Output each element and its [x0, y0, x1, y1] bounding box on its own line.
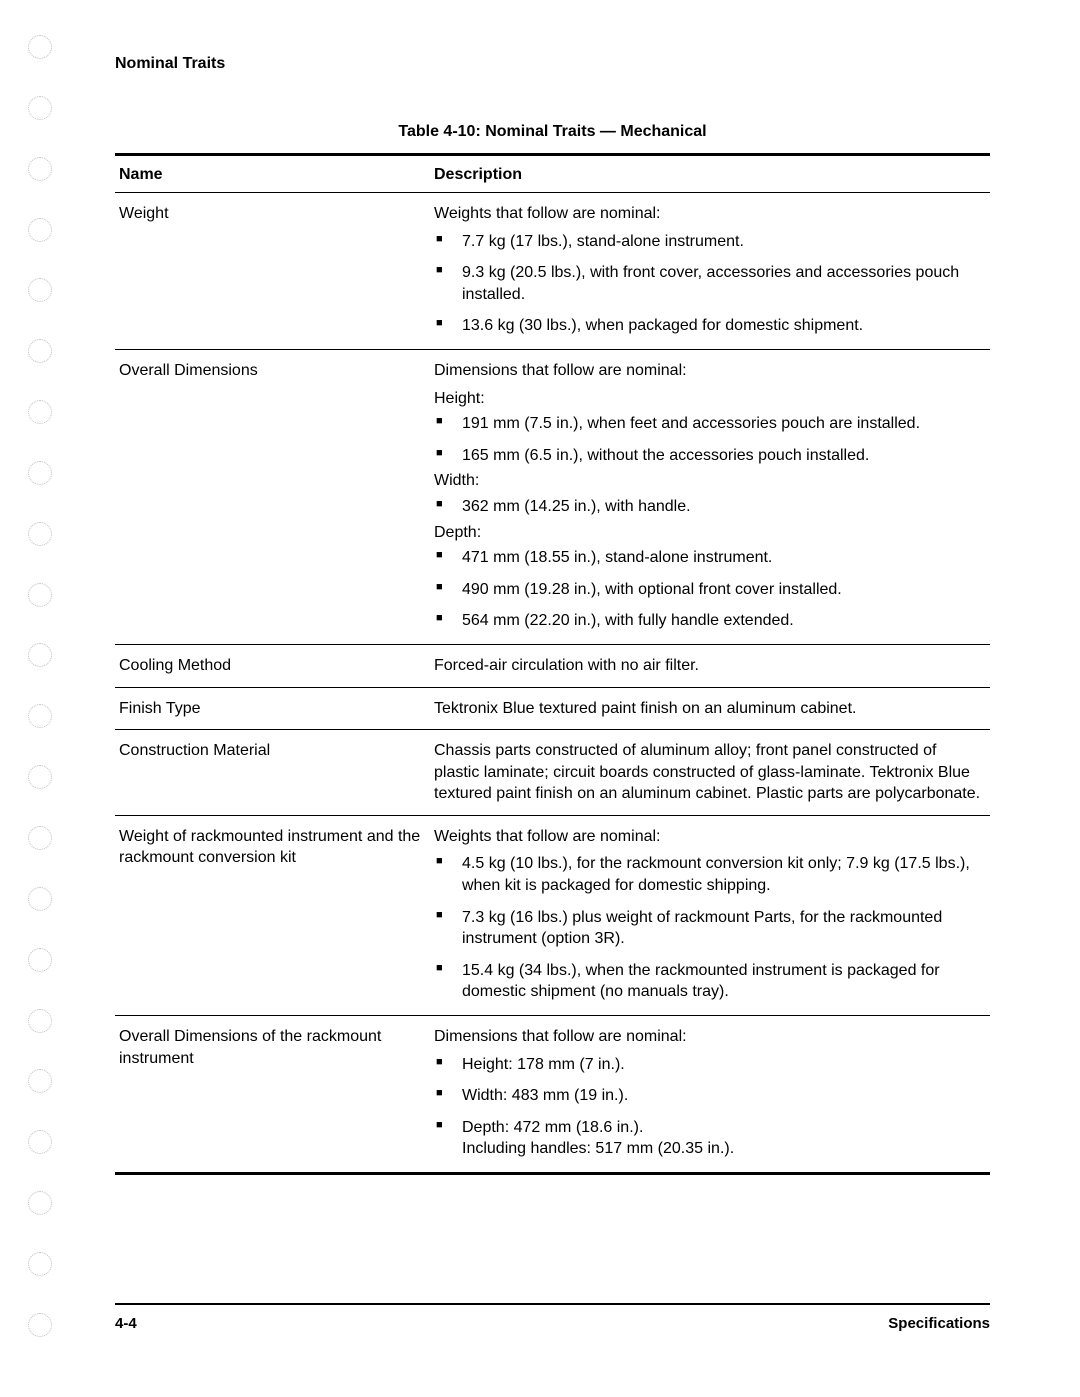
punch-hole-icon — [28, 461, 52, 485]
punch-hole-icon — [28, 400, 52, 424]
list-item: 9.3 kg (20.5 lbs.), with front cover, ac… — [434, 262, 986, 305]
dimension-subhead: Width: — [434, 470, 986, 492]
punch-hole-icon — [28, 1130, 52, 1154]
punch-hole-icon — [28, 948, 52, 972]
punch-hole-icon — [28, 218, 52, 242]
list-item-extra-line: Including handles: 517 mm (20.35 in.). — [462, 1138, 986, 1160]
punch-hole-icon — [28, 887, 52, 911]
cell-name: Weight of rackmounted instrument and the… — [115, 815, 430, 1015]
list-item: 4.5 kg (10 lbs.), for the rackmount conv… — [434, 853, 986, 896]
punch-hole-icon — [28, 1191, 52, 1215]
punch-hole-icon — [28, 704, 52, 728]
cell-description: Weights that follow are nominal: 7.7 kg (… — [430, 193, 990, 350]
cell-description: Dimensions that follow are nominal: Heigh… — [430, 349, 990, 644]
dimension-subhead: Height: — [434, 388, 986, 410]
description-text: Forced-air circulation with no air filte… — [434, 655, 986, 677]
description-intro: Dimensions that follow are nominal: — [434, 1026, 986, 1048]
list-item: Depth: 472 mm (18.6 in.).Including handl… — [434, 1117, 986, 1160]
bullet-list: 471 mm (18.55 in.), stand-alone instrume… — [434, 547, 986, 632]
punch-hole-icon — [28, 1069, 52, 1093]
punch-hole-icon — [28, 278, 52, 302]
punch-hole-icon — [28, 96, 52, 120]
list-item: 165 mm (6.5 in.), without the accessorie… — [434, 445, 986, 467]
cell-name: Cooling Method — [115, 644, 430, 687]
bullet-list: Height: 178 mm (7 in.). Width: 483 mm (19… — [434, 1054, 986, 1160]
cell-description: Weights that follow are nominal: 4.5 kg (… — [430, 815, 990, 1015]
punch-hole-icon — [28, 35, 52, 59]
list-item: 564 mm (22.20 in.), with fully handle ex… — [434, 610, 986, 632]
description-intro: Weights that follow are nominal: — [434, 826, 986, 848]
bullet-list: 362 mm (14.25 in.), with handle. — [434, 496, 986, 518]
table-row: Cooling MethodForced-air circulation wit… — [115, 644, 990, 687]
punch-hole-icon — [28, 157, 52, 181]
cell-description: Tektronix Blue textured paint finish on … — [430, 687, 990, 730]
table-row: Weight of rackmounted instrument and the… — [115, 815, 990, 1015]
cell-name: Overall Dimensions of the rackmount inst… — [115, 1016, 430, 1174]
table-row: Construction MaterialChassis parts const… — [115, 730, 990, 816]
page-number: 4-4 — [115, 1315, 137, 1332]
punch-hole-icon — [28, 643, 52, 667]
table-row: Finish TypeTektronix Blue textured paint… — [115, 687, 990, 730]
running-header: Nominal Traits — [115, 55, 990, 73]
punch-hole-icon — [28, 522, 52, 546]
punch-hole-icon — [28, 1313, 52, 1337]
description-intro: Weights that follow are nominal: — [434, 203, 986, 225]
punch-holes-column — [28, 35, 58, 1337]
punch-hole-icon — [28, 339, 52, 363]
col-header-description: Description — [430, 155, 990, 193]
table-caption: Table 4-10: Nominal Traits — Mechanical — [115, 123, 990, 141]
punch-hole-icon — [28, 1252, 52, 1276]
bullet-list: 4.5 kg (10 lbs.), for the rackmount conv… — [434, 853, 986, 1003]
punch-hole-icon — [28, 826, 52, 850]
table-row: Overall Dimensions of the rackmount inst… — [115, 1016, 990, 1174]
cell-name: Finish Type — [115, 687, 430, 730]
table-row: WeightWeights that follow are nominal: 7.… — [115, 193, 990, 350]
cell-name: Weight — [115, 193, 430, 350]
description-text: Tektronix Blue textured paint finish on … — [434, 698, 986, 720]
list-item: 191 mm (7.5 in.), when feet and accessor… — [434, 413, 986, 435]
list-item: Height: 178 mm (7 in.). — [434, 1054, 986, 1076]
list-item: 490 mm (19.28 in.), with optional front … — [434, 579, 986, 601]
dimension-subhead: Depth: — [434, 522, 986, 544]
cell-description: Forced-air circulation with no air filte… — [430, 644, 990, 687]
cell-name: Overall Dimensions — [115, 349, 430, 644]
cell-description: Chassis parts constructed of aluminum al… — [430, 730, 990, 816]
col-header-name: Name — [115, 155, 430, 193]
punch-hole-icon — [28, 1009, 52, 1033]
section-title: Specifications — [888, 1315, 990, 1332]
cell-description: Dimensions that follow are nominal: Heigh… — [430, 1016, 990, 1174]
punch-hole-icon — [28, 765, 52, 789]
list-item: 362 mm (14.25 in.), with handle. — [434, 496, 986, 518]
table-body: WeightWeights that follow are nominal:7.… — [115, 193, 990, 1174]
table-row: Overall DimensionsDimensions that follow… — [115, 349, 990, 644]
bullet-list: 191 mm (7.5 in.), when feet and accessor… — [434, 413, 986, 466]
description-intro: Dimensions that follow are nominal: — [434, 360, 986, 382]
table-header-row: Name Description — [115, 155, 990, 193]
cell-name: Construction Material — [115, 730, 430, 816]
list-item: 471 mm (18.55 in.), stand-alone instrume… — [434, 547, 986, 569]
description-text: Chassis parts constructed of aluminum al… — [434, 740, 986, 805]
punch-hole-icon — [28, 583, 52, 607]
list-item: 13.6 kg (30 lbs.), when packaged for dom… — [434, 315, 986, 337]
list-item: Width: 483 mm (19 in.). — [434, 1085, 986, 1107]
list-item: 15.4 kg (34 lbs.), when the rackmounted … — [434, 960, 986, 1003]
list-item: 7.3 kg (16 lbs.) plus weight of rackmoun… — [434, 907, 986, 950]
list-item: 7.7 kg (17 lbs.), stand-alone instrument… — [434, 231, 986, 253]
page-footer: 4-4 Specifications — [115, 1303, 990, 1332]
mechanical-traits-table: Name Description WeightWeights that foll… — [115, 153, 990, 1175]
bullet-list: 7.7 kg (17 lbs.), stand-alone instrument… — [434, 231, 986, 337]
